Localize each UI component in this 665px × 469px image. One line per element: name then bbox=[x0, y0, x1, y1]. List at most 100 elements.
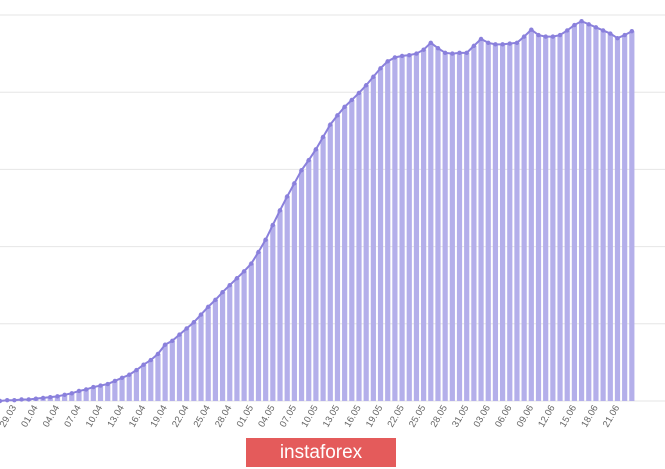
x-tick-label: 12.06 bbox=[536, 403, 557, 429]
point bbox=[435, 45, 441, 51]
bar bbox=[629, 31, 635, 401]
bar bbox=[90, 387, 96, 401]
bar bbox=[464, 52, 470, 401]
point bbox=[206, 304, 211, 310]
watermark-banner bbox=[246, 438, 396, 467]
bar bbox=[535, 35, 542, 402]
point bbox=[486, 40, 491, 45]
point bbox=[162, 342, 168, 347]
x-tick-label: 19.04 bbox=[148, 403, 169, 429]
x-tick-label: 31.05 bbox=[450, 403, 471, 429]
bar bbox=[471, 45, 477, 401]
bar bbox=[284, 196, 290, 401]
bar bbox=[105, 384, 111, 401]
point bbox=[119, 375, 125, 381]
bar bbox=[478, 38, 484, 401]
bar bbox=[270, 224, 276, 401]
bar bbox=[255, 252, 262, 401]
bar bbox=[377, 68, 384, 401]
point bbox=[220, 289, 225, 295]
bar bbox=[327, 124, 333, 402]
bar bbox=[521, 36, 527, 402]
point bbox=[450, 51, 455, 56]
bar bbox=[263, 239, 269, 401]
x-tick-label: 13.05 bbox=[321, 403, 342, 429]
point bbox=[407, 52, 412, 58]
point bbox=[256, 249, 261, 255]
point bbox=[514, 40, 520, 45]
point bbox=[234, 276, 240, 281]
point bbox=[457, 50, 462, 56]
point bbox=[471, 43, 477, 49]
bar bbox=[191, 322, 197, 401]
point bbox=[536, 32, 541, 38]
bar bbox=[428, 42, 434, 402]
x-tick-label: 07.04 bbox=[62, 403, 83, 429]
x-tick-label: 19.05 bbox=[364, 403, 385, 429]
point bbox=[399, 53, 405, 59]
bar bbox=[155, 353, 161, 401]
bar bbox=[622, 35, 628, 402]
bar bbox=[313, 149, 319, 401]
point bbox=[241, 269, 247, 274]
point bbox=[191, 320, 197, 325]
bar bbox=[291, 183, 297, 401]
bar bbox=[363, 85, 369, 401]
point bbox=[277, 208, 283, 213]
point bbox=[478, 36, 484, 42]
point bbox=[442, 50, 448, 56]
point bbox=[141, 362, 146, 367]
point bbox=[0, 398, 3, 404]
point bbox=[550, 34, 556, 39]
bar bbox=[277, 210, 283, 401]
point bbox=[227, 283, 232, 288]
point bbox=[55, 394, 60, 399]
point bbox=[306, 157, 311, 163]
point bbox=[127, 372, 132, 377]
bar bbox=[141, 364, 147, 401]
point bbox=[342, 104, 347, 110]
bar bbox=[241, 271, 247, 401]
point bbox=[428, 40, 433, 45]
bar bbox=[356, 92, 362, 402]
point bbox=[529, 27, 534, 32]
bar bbox=[62, 394, 68, 401]
bar bbox=[83, 389, 89, 401]
point bbox=[148, 357, 153, 363]
point bbox=[349, 97, 355, 103]
point bbox=[285, 194, 290, 199]
bar bbox=[126, 374, 132, 401]
point bbox=[4, 398, 10, 403]
bar bbox=[176, 334, 183, 401]
bar bbox=[370, 76, 376, 401]
point bbox=[629, 29, 635, 34]
bar bbox=[54, 396, 61, 401]
point bbox=[608, 31, 613, 36]
point bbox=[170, 338, 175, 343]
x-tick-label: 04.04 bbox=[41, 403, 62, 429]
point bbox=[83, 387, 89, 392]
x-tick-label: 28.04 bbox=[213, 403, 234, 429]
x-tick-label: 22.05 bbox=[385, 403, 406, 429]
point bbox=[184, 326, 189, 331]
point bbox=[385, 59, 390, 64]
point bbox=[392, 55, 398, 60]
point bbox=[270, 222, 276, 228]
x-tick-label: 03.06 bbox=[472, 403, 493, 429]
bar bbox=[614, 38, 621, 401]
bar bbox=[557, 35, 563, 402]
point bbox=[134, 367, 139, 373]
point bbox=[48, 394, 53, 400]
point bbox=[40, 395, 46, 401]
bar bbox=[349, 99, 355, 402]
bar bbox=[162, 344, 168, 401]
point bbox=[507, 41, 512, 46]
point bbox=[593, 25, 599, 30]
point bbox=[198, 312, 204, 317]
bar bbox=[169, 340, 175, 401]
bar bbox=[600, 30, 606, 401]
point bbox=[586, 22, 591, 27]
bar bbox=[492, 44, 499, 401]
x-tick-label: 29.03 bbox=[0, 403, 19, 429]
bar bbox=[578, 21, 585, 402]
